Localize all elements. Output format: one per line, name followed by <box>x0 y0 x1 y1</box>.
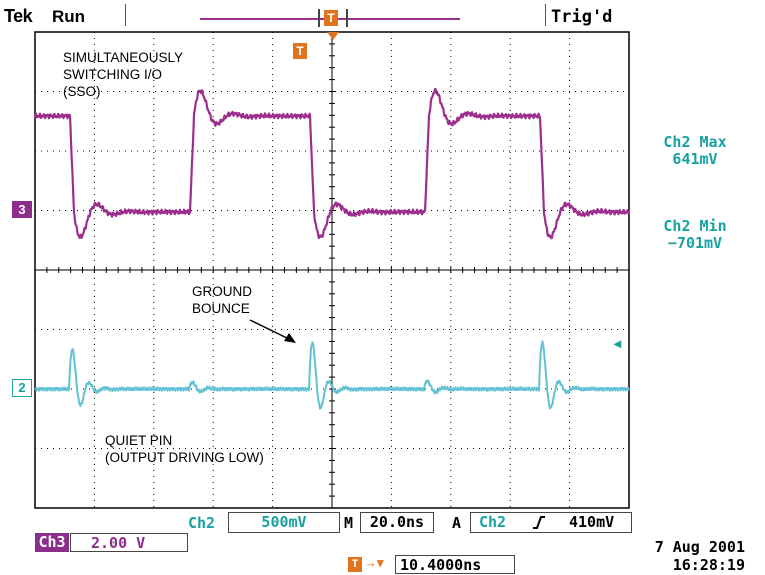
annotation-line: BOUNCE <box>192 301 250 316</box>
divider <box>125 4 126 26</box>
date-time: 7 Aug 2001 16:28:19 <box>600 538 745 574</box>
status-bar: Tek Run Trig'd T <box>0 0 765 30</box>
annotation-line: (SSO) <box>63 84 101 99</box>
rising-edge-icon <box>533 516 545 529</box>
annotation-line: QUIET PIN <box>105 433 173 448</box>
trigger-setting[interactable]: Ch2 410mV <box>470 512 632 533</box>
ch2-ground-marker[interactable]: 2 <box>12 379 32 397</box>
sso-annotation: SIMULTANEOUSLY SWITCHING I/O (SSO) <box>63 49 183 100</box>
ch2-min-readout: Ch2 Min −701mV <box>645 218 745 252</box>
ch3-trace <box>33 87 631 240</box>
quiet-pin-annotation: QUIET PIN (OUTPUT DRIVING LOW) <box>105 432 264 466</box>
ground-bounce-annotation: GROUND BOUNCE <box>192 283 252 317</box>
annotation-arrow <box>249 319 292 341</box>
trigger-marker[interactable]: T <box>293 43 307 59</box>
trigger-level: 410mV <box>569 513 615 531</box>
time: 16:28:19 <box>672 556 745 574</box>
measurement-value: −701mV <box>667 234 723 252</box>
measurement-label: Ch2 Min <box>663 217 727 235</box>
ch2-max-readout: Ch2 Max 641mV <box>645 134 745 168</box>
trigger-position-value[interactable]: 10.4000ns <box>395 555 515 574</box>
ch2-scale[interactable]: 500mV <box>228 512 340 533</box>
brand-logo: Tek <box>4 6 33 26</box>
annotation-line: (OUTPUT DRIVING LOW) <box>105 450 264 465</box>
record-window-bracket <box>318 9 348 27</box>
arrow-head-icon <box>284 333 296 343</box>
trigger-point-icon <box>327 32 339 40</box>
annotation-line: SIMULTANEOUSLY <box>63 50 184 65</box>
measurement-value: 641mV <box>672 150 718 168</box>
trigger-level-arrow-icon[interactable]: ◂ <box>614 335 622 351</box>
trigger-status: Trig'd <box>551 7 613 27</box>
annotation-line: GROUND <box>192 284 252 299</box>
ch2-trace <box>34 340 630 410</box>
timebase-label: M <box>344 514 354 532</box>
trigger-position-icon: T <box>348 557 362 572</box>
ch3-label: Ch3 <box>35 533 69 552</box>
timebase-value[interactable]: 20.0ns <box>360 512 434 533</box>
date: 7 Aug 2001 <box>654 538 745 556</box>
arrow-right-icon: →▾ <box>364 555 384 570</box>
trigger-position-icon: T <box>324 10 338 26</box>
ch3-ground-marker[interactable]: 3 <box>12 201 32 218</box>
annotation-line: SWITCHING I/O <box>63 67 162 82</box>
trigger-label: A <box>452 514 462 532</box>
divider <box>545 4 546 26</box>
run-state: Run <box>52 7 86 26</box>
ch3-scale[interactable]: 2.00 V <box>70 533 188 552</box>
measurement-label: Ch2 Max <box>663 133 727 151</box>
trigger-source: Ch2 <box>479 513 507 531</box>
ch2-label: Ch2 <box>188 514 216 532</box>
